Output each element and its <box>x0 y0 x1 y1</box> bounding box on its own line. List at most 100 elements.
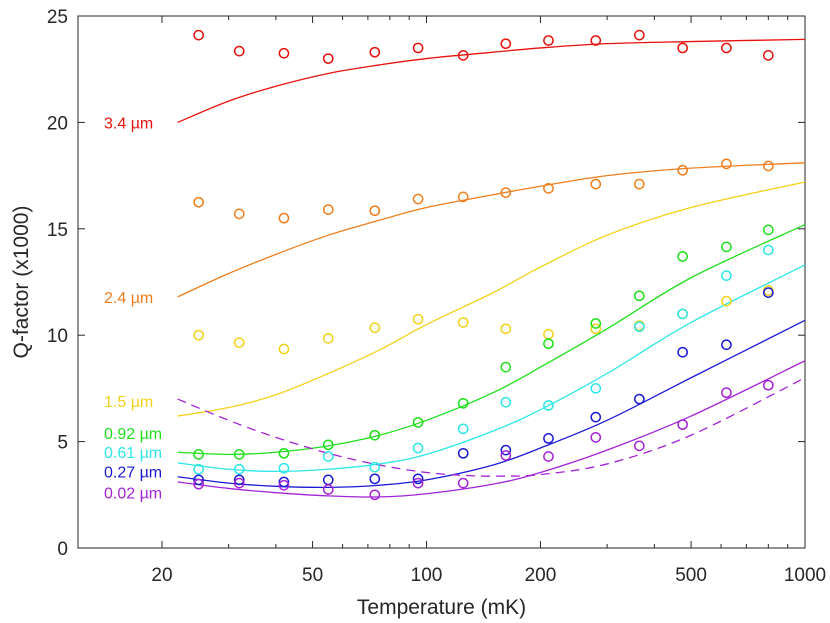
data-point <box>193 474 204 486</box>
x-tick-label: 20 <box>151 565 172 586</box>
data-point <box>369 46 381 58</box>
data-point <box>590 411 602 423</box>
fit-curve-3 <box>177 223 806 456</box>
data-point <box>543 451 554 462</box>
data-point <box>677 419 688 430</box>
data-point <box>762 244 774 256</box>
data-point <box>278 47 290 59</box>
data-point <box>233 463 245 475</box>
data-point <box>762 50 774 61</box>
x-tick-label: 50 <box>302 565 323 586</box>
x-tick-label: 1000 <box>784 565 826 586</box>
data-point <box>500 323 512 335</box>
data-point <box>543 328 554 340</box>
data-point <box>233 45 245 57</box>
data-point <box>677 42 688 54</box>
series-label: 3.4 µm <box>104 115 153 132</box>
data-point <box>457 50 469 61</box>
data-point <box>543 35 554 46</box>
data-point <box>412 442 424 454</box>
data-point <box>762 224 774 236</box>
series-label: 2.4 µm <box>104 290 153 307</box>
data-point <box>278 447 290 459</box>
data-point <box>590 35 602 46</box>
data-point <box>278 476 290 488</box>
data-point <box>322 474 334 486</box>
data-point <box>457 447 469 459</box>
data-point <box>633 321 645 333</box>
data-point <box>233 477 245 489</box>
data-point <box>322 451 334 462</box>
data-point <box>457 477 469 489</box>
data-point <box>369 205 381 217</box>
data-point <box>278 343 290 355</box>
data-point <box>762 287 774 298</box>
data-point <box>677 346 688 358</box>
data-point <box>500 361 512 373</box>
series-label: 0.02 µm <box>104 486 162 503</box>
data-point <box>590 383 602 394</box>
data-point <box>193 196 204 208</box>
y-tick-label: 20 <box>47 113 68 134</box>
data-point <box>369 489 381 501</box>
data-point <box>412 417 424 428</box>
data-point <box>500 187 512 198</box>
data-point <box>633 440 645 452</box>
data-point <box>543 338 554 350</box>
x-axis: 20 50 100 200 500 1000 <box>151 16 826 586</box>
data-point <box>193 478 204 490</box>
data-point <box>677 308 688 320</box>
data-point <box>322 439 334 451</box>
plot-area <box>77 15 806 549</box>
data-point <box>233 449 245 460</box>
data-point <box>412 473 424 485</box>
series-label: 0.61 µm <box>104 445 162 462</box>
series-labels: 3.4 µm 2.4 µm 1.5 µm 0.92 µm 0.61 µm 0.27 µm 0… <box>104 115 162 502</box>
data-point <box>633 178 645 190</box>
plot-frame <box>77 15 806 549</box>
data-point <box>322 484 334 495</box>
dashed-curve <box>177 377 806 477</box>
data-point <box>543 183 554 194</box>
data-point <box>590 178 602 190</box>
fit-curve-5 <box>177 319 806 489</box>
data-point <box>633 290 645 302</box>
data-point <box>543 433 554 444</box>
data-point <box>721 295 732 307</box>
data-point <box>457 397 469 409</box>
data-point <box>721 339 732 351</box>
data-point <box>590 431 602 443</box>
data-point <box>677 251 688 262</box>
series-label: 0.92 µm <box>104 426 162 443</box>
data-point <box>233 337 245 348</box>
y-axis-label: Q-factor (x1000) <box>10 206 33 359</box>
data-point <box>278 479 290 491</box>
data-point <box>543 400 554 411</box>
data-point <box>500 444 512 456</box>
data-point <box>500 450 512 461</box>
fit-curve-6 <box>177 360 806 498</box>
fit-lines <box>177 38 806 498</box>
data-point <box>633 29 645 41</box>
data-point <box>762 160 774 172</box>
data-point <box>233 474 245 486</box>
data-point <box>412 313 424 325</box>
data-point <box>278 212 290 224</box>
data-point <box>721 270 732 281</box>
data-point <box>721 241 732 253</box>
data-point <box>322 204 334 215</box>
data-point <box>193 329 204 341</box>
data-point <box>369 461 381 473</box>
fit-curve-0 <box>177 38 806 123</box>
x-tick-label: 100 <box>411 565 443 586</box>
fit-curve-4 <box>177 264 806 473</box>
data-point <box>412 193 424 205</box>
data-point <box>500 38 512 50</box>
data-point <box>590 318 602 329</box>
data-point <box>762 379 774 391</box>
data-point <box>369 473 381 485</box>
data-point <box>322 333 334 344</box>
y-tick-label: 0 <box>57 539 68 560</box>
data-point <box>721 42 732 54</box>
series-label: 0.27 µm <box>104 464 162 481</box>
